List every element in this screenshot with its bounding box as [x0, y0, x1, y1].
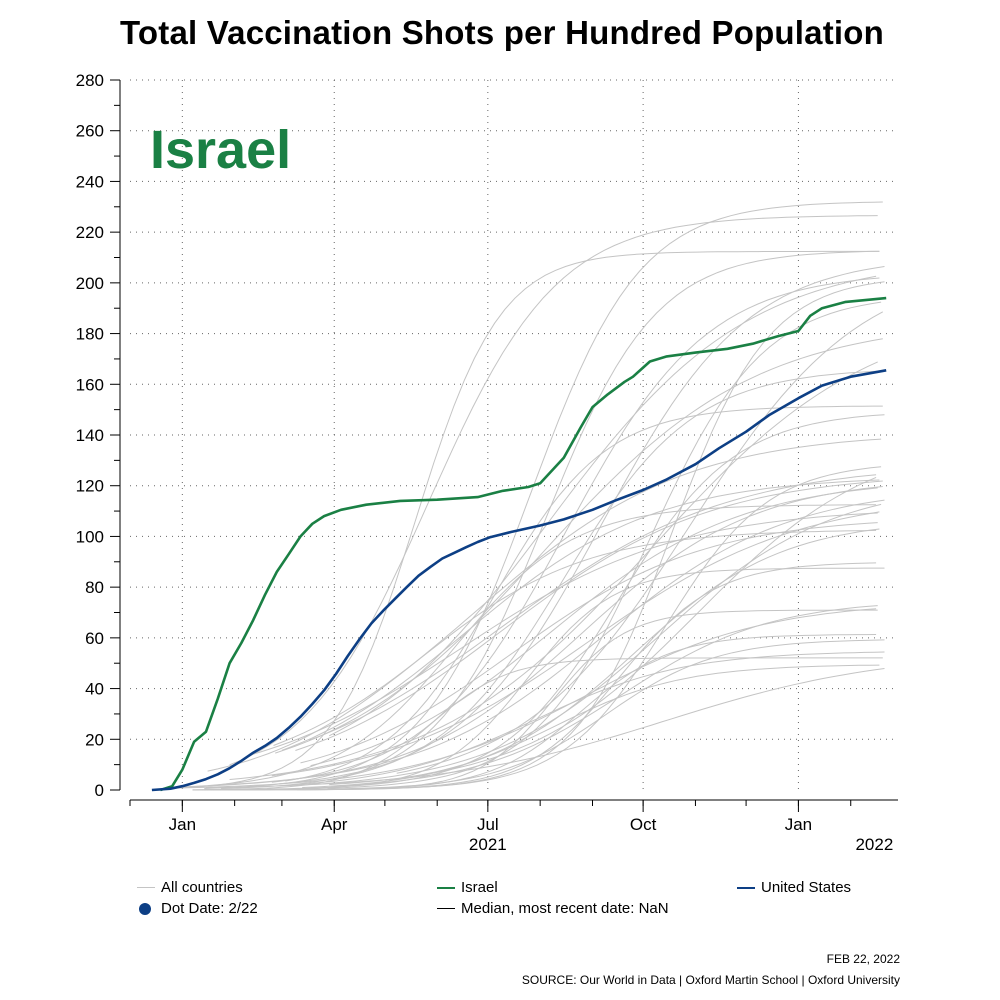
x-tick-label: Apr	[321, 815, 348, 834]
legend-israel: Israel	[437, 879, 498, 896]
x-tick-label: Jan	[169, 815, 196, 834]
country-line	[271, 277, 880, 783]
y-tick-label: 160	[76, 375, 104, 394]
y-tick-label: 240	[76, 172, 104, 191]
country-line	[229, 215, 878, 766]
chart-title: Total Vaccination Shots per Hundred Popu…	[120, 14, 884, 51]
y-tick-label: 280	[76, 71, 104, 90]
legend-dot-date: Dot Date: 2/22	[137, 900, 258, 917]
country-line	[328, 275, 877, 737]
country-line	[180, 250, 880, 789]
country-line	[216, 499, 885, 786]
country-line	[329, 476, 877, 786]
legend-israel-label: Israel	[461, 879, 498, 896]
country-line	[295, 480, 883, 751]
country-line	[281, 479, 880, 751]
united-states-swatch	[737, 886, 755, 889]
israel-series-line	[160, 296, 887, 792]
footer-date: FEB 22, 2022	[826, 952, 900, 966]
median-swatch	[437, 908, 455, 909]
country-line	[318, 634, 877, 790]
country-line	[207, 529, 877, 772]
x-year-label: 2022	[855, 835, 893, 854]
country-line	[249, 512, 878, 756]
country-line	[273, 438, 882, 746]
country-line	[286, 651, 885, 786]
legend-united-states-label: United States	[761, 879, 852, 896]
footer-source: SOURCE: Our World in Data | Oxford Marti…	[521, 973, 900, 987]
y-tick-label: 120	[76, 477, 104, 496]
axes: 0 20 40 60 80 100 120 140 160 180 200 220 240 260 280 J…	[76, 71, 898, 854]
all-countries-swatch	[137, 887, 155, 888]
grid	[130, 79, 898, 790]
country-line	[330, 605, 878, 787]
legend-dot-date-label: Dot Date: 2/22	[161, 900, 258, 917]
country-line	[285, 405, 883, 782]
country-line	[266, 414, 885, 790]
country-line	[327, 639, 885, 790]
x-tick-label: Oct	[630, 815, 657, 834]
country-line	[204, 201, 883, 789]
x-tick-label: Jul	[477, 815, 499, 834]
country-line	[396, 311, 884, 774]
y-tick-label: 20	[85, 730, 104, 749]
y-tick-label: 100	[76, 527, 104, 546]
y-tick-label: 180	[76, 325, 104, 344]
y-tick-label: 140	[76, 426, 104, 445]
country-line	[229, 361, 878, 780]
all-countries-lines	[167, 201, 885, 791]
legend-median-label: Median, most recent date: NaN	[461, 900, 669, 917]
x-year-label: 2021	[469, 835, 507, 854]
country-line	[308, 474, 877, 741]
y-tick-label: 60	[85, 629, 104, 648]
country-line	[361, 609, 878, 790]
country-line	[192, 301, 882, 791]
y-tick-label: 40	[85, 680, 104, 699]
country-line	[167, 608, 877, 789]
dot-date-marker	[139, 902, 151, 915]
country-line	[297, 281, 885, 791]
country-line	[173, 486, 883, 788]
legend-median: Median, most recent date: NaN	[437, 900, 669, 917]
legend-united-states: United States	[737, 879, 851, 896]
united-states-series-line	[151, 369, 887, 792]
x-tick-label: Jan	[785, 815, 812, 834]
legend-all-countries-label: All countries	[161, 879, 243, 896]
country-line	[342, 370, 880, 778]
y-tick-label: 200	[76, 274, 104, 293]
country-line	[276, 266, 885, 785]
y-tick-label: 260	[76, 122, 104, 141]
y-tick-label: 80	[85, 578, 104, 597]
israel-swatch	[437, 886, 455, 889]
y-tick-label: 220	[76, 223, 104, 242]
legend-all-countries: All countries	[137, 879, 243, 896]
israel-annotation: Israel	[150, 120, 291, 180]
highlighted-series	[151, 296, 887, 792]
y-tick-label: 0	[95, 781, 104, 800]
country-line	[271, 511, 880, 777]
country-line	[313, 503, 882, 785]
